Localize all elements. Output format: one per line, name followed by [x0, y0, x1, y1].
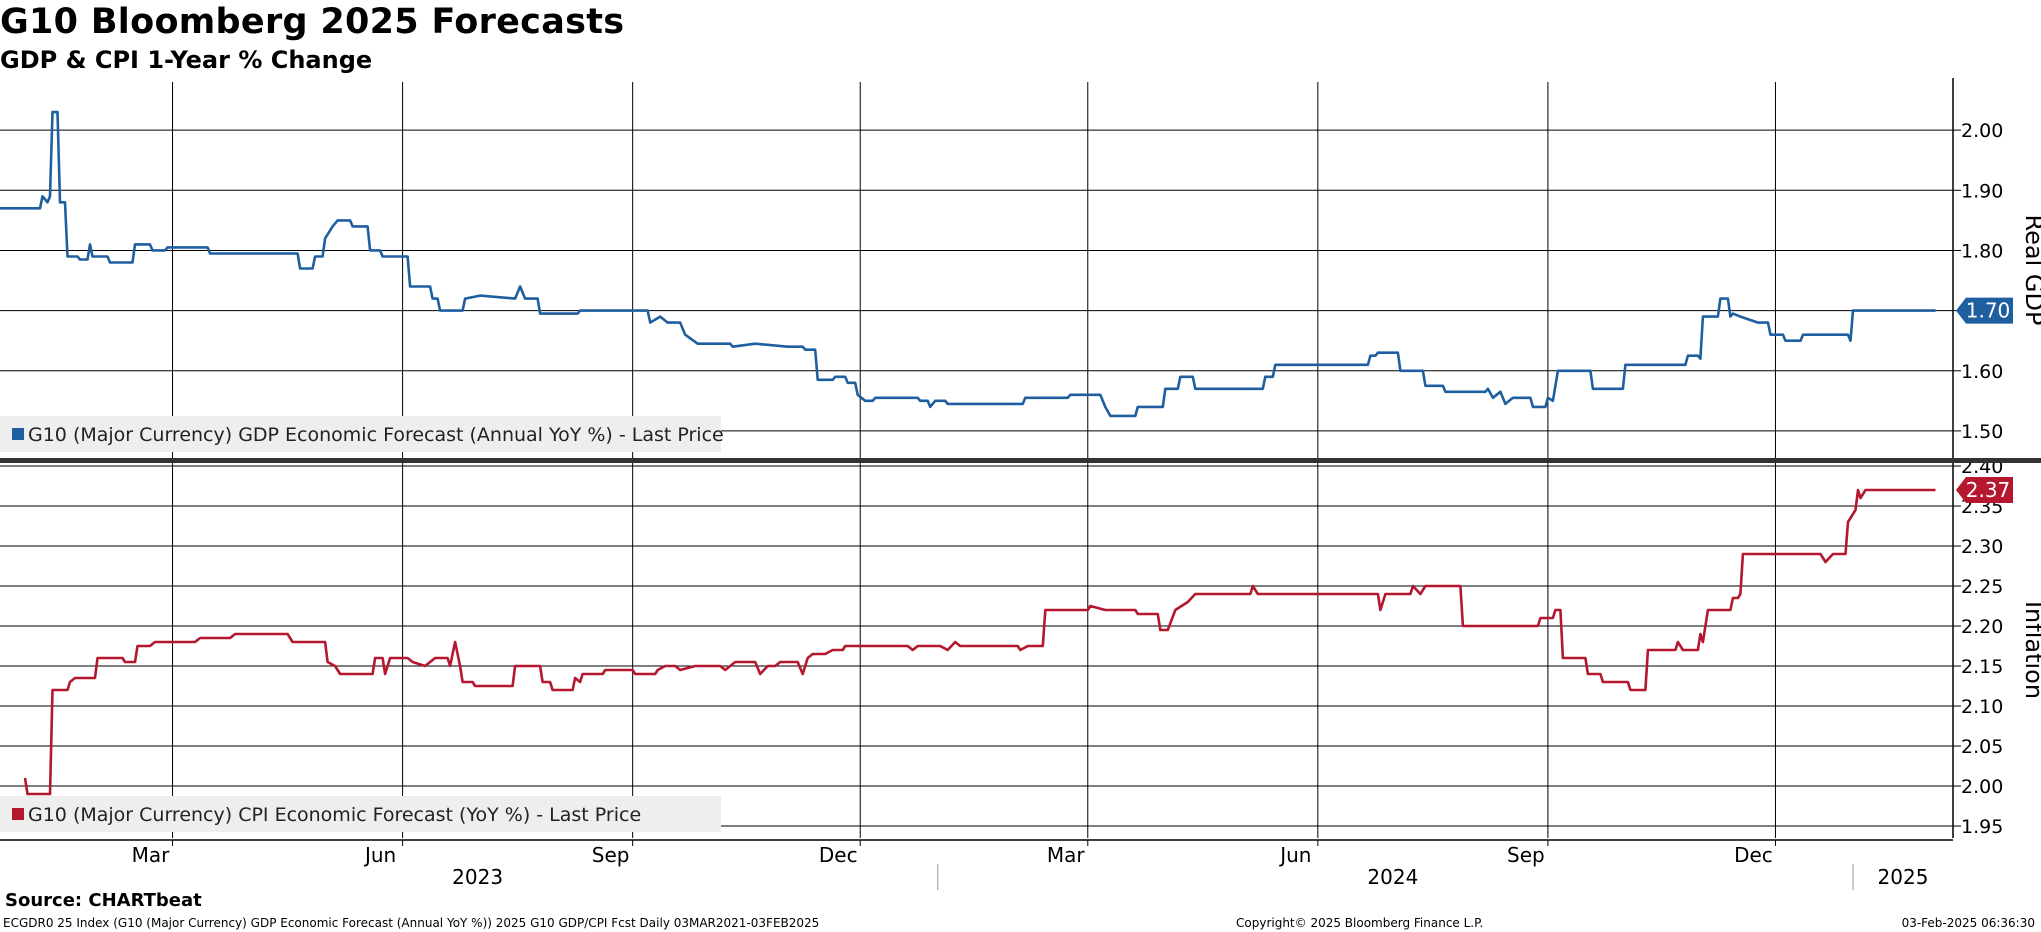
panel-divider [0, 458, 2041, 463]
axes: Mar Jun Sep Dec Mar Jun Sep Dec 2023 2024 2025 1.50… [0, 78, 2041, 890]
cpi-legend-label: G10 (Major Currency) CPI Economic Foreca… [28, 804, 641, 826]
cpi-y-tick-label: 2.00 [1961, 776, 2003, 798]
cpi-y-tick-label: 2.25 [1961, 576, 2003, 598]
cpi-y-tick-label: 2.10 [1961, 696, 2003, 718]
gdp-axis-title: Real GDP [2020, 215, 2041, 326]
chart-title: G10 Bloomberg 2025 Forecasts [0, 2, 625, 42]
month-tick-label: Sep [592, 843, 630, 867]
month-tick-label: Mar [1047, 843, 1086, 867]
cpi-y-tick-label: 2.05 [1961, 736, 2003, 758]
footer-description: ECGDR0 25 Index (G10 (Major Currency) GD… [3, 916, 820, 930]
month-tick-label: Mar [132, 843, 171, 867]
cpi-y-tick-label: 2.15 [1961, 656, 2003, 678]
gdp-y-tick-label: 1.60 [1961, 361, 2003, 383]
gdp-last-value-label: 1.70 [1966, 299, 2011, 323]
gdp-legend-box [0, 416, 721, 452]
cpi-last-value-label: 2.37 [1966, 478, 2011, 502]
gdp-y-tick-label: 1.50 [1961, 421, 2003, 443]
year-tick-label: 2025 [1878, 865, 1929, 889]
month-tick-label: Sep [1507, 843, 1545, 867]
month-tick-label: Dec [1734, 843, 1773, 867]
gdp-legend-label: G10 (Major Currency) GDP Economic Foreca… [28, 424, 724, 446]
cpi-y-tick-label: 1.95 [1961, 816, 2003, 838]
last-value-tags: 1.70 2.37 [1956, 297, 2013, 503]
month-tick-label: Jun [1278, 843, 1311, 867]
gdp-series-line [0, 110, 1936, 418]
series-lines [0, 110, 1936, 796]
month-tick-label: Dec [819, 843, 858, 867]
year-tick-label: 2023 [452, 865, 503, 889]
footer-copyright: Copyright© 2025 Bloomberg Finance L.P. [1236, 916, 1484, 930]
gdp-legend-swatch [12, 428, 24, 440]
cpi-last-value-tag [1956, 477, 2013, 503]
footer-timestamp: 03-Feb-2025 06:36:30 [1901, 916, 2035, 930]
gdp-y-tick-label: 1.90 [1961, 180, 2003, 202]
gdp-last-value-tag [1956, 297, 2013, 324]
cpi-y-tick-label: 2.30 [1961, 536, 2003, 558]
year-tick-label: 2024 [1367, 865, 1418, 889]
cpi-axis-title: Inflation [2020, 601, 2041, 699]
cpi-y-tick-label: 2.20 [1961, 616, 2003, 638]
cpi-series-line [23, 488, 1936, 796]
cpi-legend-box [0, 796, 721, 832]
gdp-y-tick-label: 1.80 [1961, 240, 2003, 262]
month-tick-label: Jun [363, 843, 396, 867]
source-label: Source: CHARTbeat [5, 890, 202, 911]
gdp-y-tick-label: 2.00 [1961, 120, 2003, 142]
chart-subtitle: GDP & CPI 1-Year % Change [0, 46, 373, 74]
legends: G10 (Major Currency) GDP Economic Foreca… [0, 416, 724, 832]
cpi-legend-swatch [12, 808, 24, 820]
